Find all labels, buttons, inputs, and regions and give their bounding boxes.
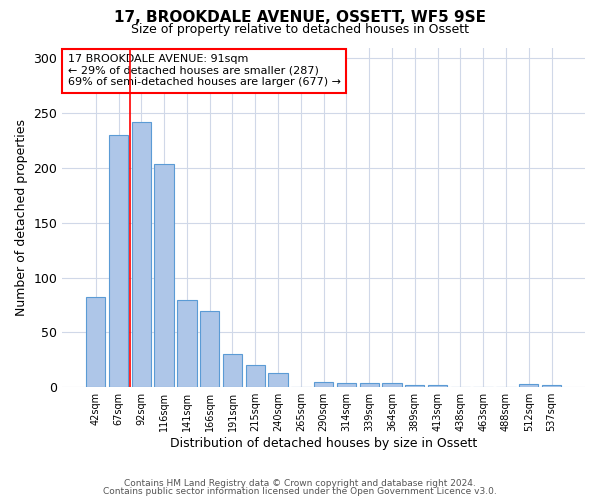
- Text: Size of property relative to detached houses in Ossett: Size of property relative to detached ho…: [131, 22, 469, 36]
- Text: Contains public sector information licensed under the Open Government Licence v3: Contains public sector information licen…: [103, 487, 497, 496]
- Bar: [337, 383, 356, 387]
- Bar: [109, 135, 128, 387]
- Bar: [314, 382, 334, 387]
- Text: 17, BROOKDALE AVENUE, OSSETT, WF5 9SE: 17, BROOKDALE AVENUE, OSSETT, WF5 9SE: [114, 10, 486, 25]
- Bar: [428, 385, 447, 387]
- Bar: [268, 373, 288, 387]
- Bar: [382, 383, 402, 387]
- X-axis label: Distribution of detached houses by size in Ossett: Distribution of detached houses by size …: [170, 437, 477, 450]
- Text: 17 BROOKDALE AVENUE: 91sqm
← 29% of detached houses are smaller (287)
69% of sem: 17 BROOKDALE AVENUE: 91sqm ← 29% of deta…: [68, 54, 341, 88]
- Bar: [542, 385, 561, 387]
- Bar: [131, 122, 151, 387]
- Bar: [86, 298, 106, 387]
- Bar: [177, 300, 197, 387]
- Bar: [359, 383, 379, 387]
- Bar: [200, 310, 220, 387]
- Bar: [245, 366, 265, 387]
- Bar: [154, 164, 174, 387]
- Bar: [519, 384, 538, 387]
- Bar: [405, 385, 424, 387]
- Y-axis label: Number of detached properties: Number of detached properties: [15, 119, 28, 316]
- Text: Contains HM Land Registry data © Crown copyright and database right 2024.: Contains HM Land Registry data © Crown c…: [124, 478, 476, 488]
- Bar: [223, 354, 242, 387]
